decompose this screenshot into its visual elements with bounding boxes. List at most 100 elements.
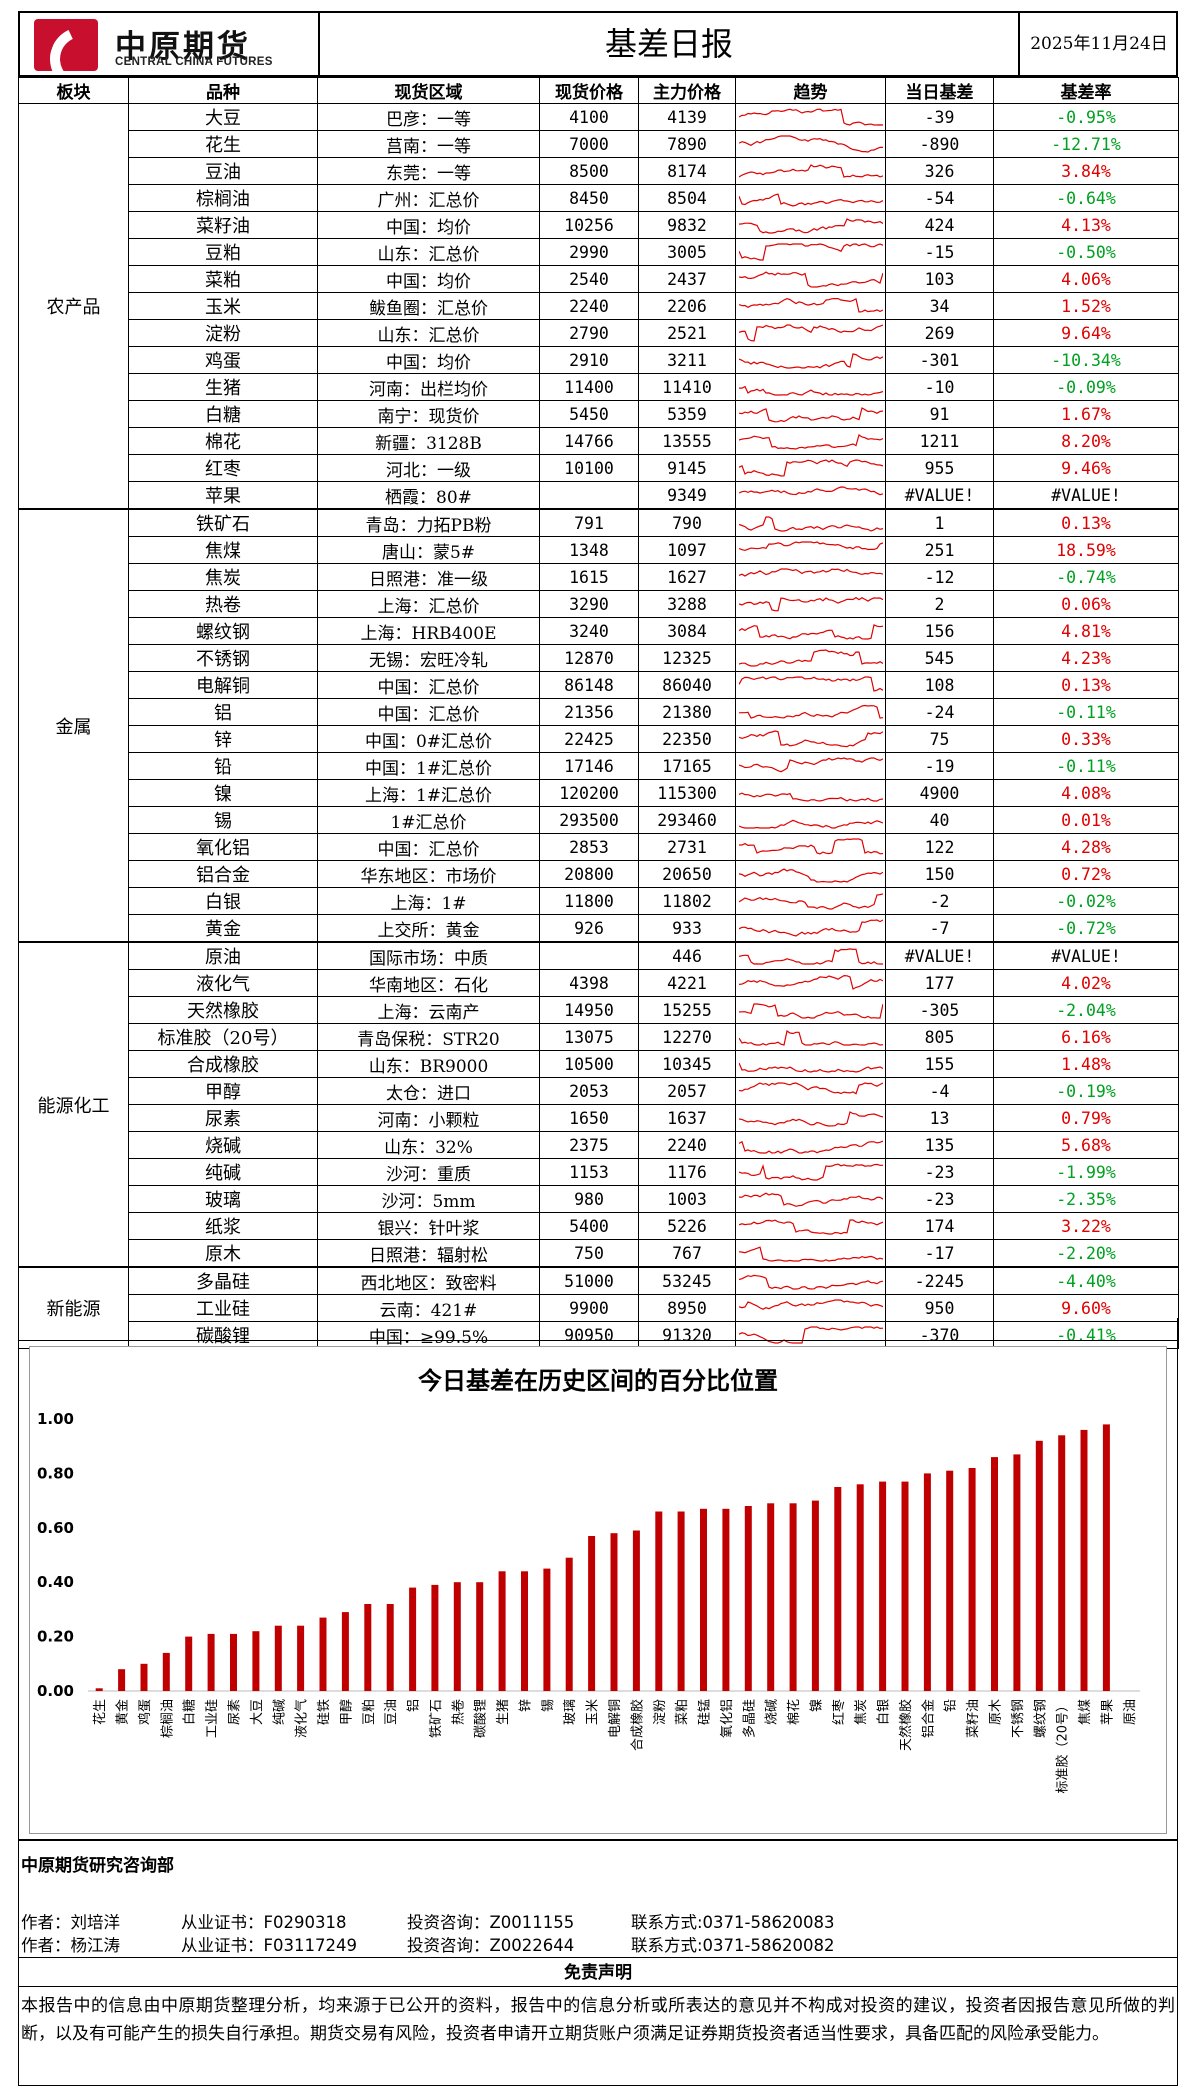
sector-cell: 农产品 (18, 103, 129, 510)
y-tick-label: 0.40 (37, 1573, 74, 1591)
variety-cell: 焦炭 (128, 563, 318, 591)
spot-price-cell: 2375 (539, 1131, 639, 1159)
basis-cell: 13 (885, 1104, 994, 1132)
main-price-cell: 1176 (638, 1158, 736, 1186)
region-cell: 巴彦：一等 (317, 103, 540, 131)
trend-sparkline (735, 644, 886, 672)
sparkline-icon (739, 624, 883, 640)
x-tick-label: 烧碱 (765, 1699, 780, 1725)
chart-bar (364, 1604, 372, 1691)
trend-sparkline (735, 617, 886, 645)
main-price-cell: 2521 (638, 319, 736, 347)
y-tick-label: 0.00 (37, 1682, 74, 1700)
x-tick-label: 标准胶（20号） (1055, 1699, 1071, 1794)
chart-bar (722, 1508, 730, 1691)
x-tick-label: 棉花 (786, 1699, 802, 1725)
sparkline-icon (739, 516, 883, 532)
table-row: 铝中国：汇总价 21356 21380 -24 -0.11% (19, 698, 1179, 726)
chart-bar (521, 1571, 528, 1691)
table-row: 红枣 河北：一级 10100 9145 955 9.46% (19, 454, 1179, 482)
chart-bar (543, 1568, 551, 1691)
basis-cell: 177 (885, 969, 994, 997)
chart-bar (498, 1571, 506, 1691)
sparkline-icon (739, 164, 883, 178)
main-price-cell: 12270 (638, 1023, 736, 1051)
region-cell: 河南：出栏均价 (317, 373, 540, 401)
basis-cell: 1211 (885, 427, 994, 455)
chart-bar (677, 1511, 685, 1691)
main-price-cell: 1097 (638, 536, 736, 564)
table-row: 花生 莒南：一等 7000 7890 -890 -12.71% (19, 130, 1179, 158)
variety-cell: 原油 (128, 941, 318, 970)
variety-cell: 玻璃 (128, 1185, 318, 1213)
table-row: 菜籽油 中国：均价 10256 9832 424 4.13% (19, 211, 1179, 239)
basis-cell: -301 (885, 346, 994, 374)
x-tick-label: 菜粕 (675, 1699, 690, 1725)
basis-cell: 155 (885, 1050, 994, 1078)
variety-cell: 鸡蛋 (128, 346, 318, 374)
disclaimer-title: 免责声明 (19, 1957, 1177, 1987)
author-contact: 联系方式:0371-58620083 (631, 1913, 835, 1932)
region-cell: 太仓：进口 (317, 1077, 540, 1105)
x-tick-label: 原油 (1123, 1699, 1138, 1725)
col-header-main: 主力价格 (638, 77, 736, 104)
variety-cell: 花生 (128, 130, 318, 158)
trend-sparkline (735, 211, 886, 239)
author-line: 作者：刘培洋 从业证书：F0290318 投资咨询：Z0011155 联系方式:037… (21, 1909, 835, 1933)
x-tick-label: 液化气 (294, 1699, 310, 1738)
main-price-cell: 7890 (638, 130, 736, 158)
col-header-basis: 当日基差 (885, 77, 994, 104)
basis-rate-cell: -0.95% (993, 103, 1179, 131)
chart-bar (767, 1503, 775, 1691)
sparkline-icon (739, 193, 883, 207)
basis-rate-cell: 18.59% (993, 536, 1179, 564)
author-name: 作者：杨江涛 (21, 1936, 120, 1955)
chart-bar (207, 1633, 215, 1691)
main-price-cell: 2206 (638, 292, 736, 320)
x-tick-label: 镍 (809, 1699, 824, 1712)
basis-cell: -15 (885, 238, 994, 266)
report-date: 2025年11月24日 (1030, 34, 1168, 54)
trend-sparkline (735, 481, 886, 510)
region-cell: 1#汇总价 (317, 806, 540, 834)
sparkline-icon (739, 568, 883, 577)
region-cell: 莒南：一等 (317, 130, 540, 158)
region-cell: 山东：汇总价 (317, 238, 540, 266)
spot-price-cell: 750 (539, 1239, 639, 1268)
chart-bar (901, 1481, 909, 1691)
col-header-spot: 现货价格 (539, 77, 639, 104)
x-tick-label: 红枣 (831, 1699, 847, 1725)
sparkline-icon (739, 434, 883, 450)
table-row: 淀粉 山东：汇总价 2790 2521 269 9.64% (19, 319, 1179, 347)
basis-rate-cell: #VALUE! (993, 941, 1179, 970)
table-row: 豆油 东莞：一等 8500 8174 326 3.84% (19, 157, 1179, 185)
basis-cell: -39 (885, 103, 994, 131)
table-row: 玻璃 沙河：5mm 980 1003 -23 -2.35% (19, 1185, 1179, 1213)
sparkline-icon (739, 459, 883, 477)
variety-cell: 白糖 (128, 400, 318, 428)
x-tick-label: 苹果 (1100, 1699, 1115, 1725)
table-row: 尿素 河南：小颗粒 1650 1637 13 0.79% (19, 1104, 1179, 1132)
trend-sparkline (735, 265, 886, 293)
table-row: 镍上海：1#汇总价 120200 115300 4900 4.08% (19, 779, 1179, 807)
spot-price-cell: 926 (539, 914, 639, 943)
basis-cell: 150 (885, 860, 994, 888)
region-cell: 广州：汇总价 (317, 184, 540, 212)
sparkline-icon (739, 1082, 883, 1095)
y-tick-label: 0.80 (37, 1464, 74, 1482)
trend-sparkline (735, 1266, 886, 1295)
basis-rate-cell: -0.72% (993, 914, 1179, 943)
sparkline-icon (739, 271, 883, 288)
sparkline-icon (739, 218, 883, 234)
chart-bar (341, 1612, 349, 1691)
table-row: 螺纹钢 上海：HRB400E 3240 3084 156 4.81% (19, 617, 1179, 645)
main-price-cell: 53245 (638, 1266, 736, 1295)
basis-rate-cell: 1.67% (993, 400, 1179, 428)
region-cell: 中国：汇总价 (317, 671, 540, 699)
basis-rate-cell: -0.02% (993, 887, 1179, 915)
x-tick-label: 尿素 (228, 1699, 243, 1725)
x-tick-label: 不锈钢 (1011, 1699, 1026, 1738)
sparkline-icon (739, 1192, 883, 1207)
table-row: 生猪 河南：出栏均价 11400 11410 -10 -0.09% (19, 373, 1179, 401)
region-cell: 华南地区：石化 (317, 969, 540, 997)
